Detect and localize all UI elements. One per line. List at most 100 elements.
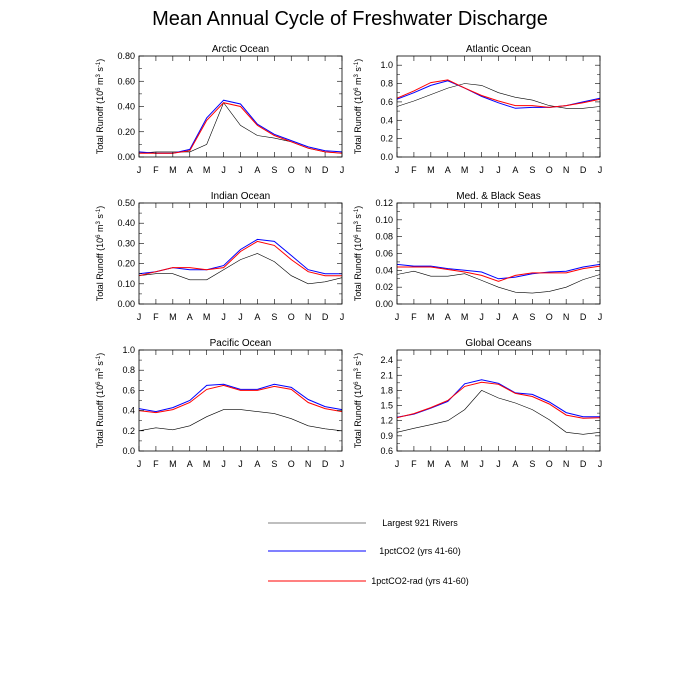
y-tick-label: 1.2 [380, 416, 393, 426]
x-tick-label: J [598, 165, 603, 175]
plot-frame [396, 202, 601, 305]
series-line [396, 83, 601, 109]
x-tick-label: M [169, 165, 177, 175]
x-tick-label: J [238, 459, 243, 469]
x-tick-label: J [221, 312, 226, 322]
y-tick-label: 0.8 [380, 79, 393, 89]
figure-title: Mean Annual Cycle of Freshwater Discharg… [152, 8, 548, 30]
legend-entry: Largest 921 Rivers [268, 518, 458, 528]
y-tick-label: 0.20 [117, 259, 135, 269]
x-tick-label: N [563, 459, 570, 469]
y-tick-label: 1.0 [122, 345, 135, 355]
x-tick-label: S [529, 459, 535, 469]
x-tick-label: J [479, 459, 484, 469]
y-tick-label: 0.0 [380, 152, 393, 162]
panel-title: Arctic Ocean [212, 44, 269, 55]
x-tick-label: M [203, 312, 211, 322]
x-tick-label: M [461, 459, 469, 469]
x-tick-label: D [322, 459, 329, 469]
series-line [138, 99, 343, 154]
x-tick-label: O [546, 459, 553, 469]
x-tick-label: N [305, 459, 312, 469]
x-tick-label: F [153, 312, 159, 322]
x-tick-label: D [322, 312, 329, 322]
y-tick-label: 0.00 [117, 152, 135, 162]
x-tick-label: O [288, 165, 295, 175]
x-tick-label: J [479, 312, 484, 322]
x-tick-label: S [271, 165, 277, 175]
x-tick-label: A [254, 312, 260, 322]
panel-title: Pacific Ocean [210, 338, 272, 349]
series-line [138, 409, 343, 432]
x-tick-label: J [137, 459, 142, 469]
x-tick-label: S [271, 459, 277, 469]
x-tick-label: D [580, 165, 587, 175]
x-tick-label: F [411, 459, 417, 469]
plot-frame [138, 202, 343, 305]
series-line [138, 253, 343, 285]
x-tick-label: M [427, 312, 435, 322]
x-tick-label: J [221, 165, 226, 175]
panel-title: Atlantic Ocean [466, 44, 531, 55]
x-tick-label: F [411, 312, 417, 322]
series-line [396, 270, 601, 294]
y-tick-label: 0.50 [117, 198, 135, 208]
x-tick-label: S [271, 312, 277, 322]
x-tick-label: J [238, 312, 243, 322]
panel-title: Med. & Black Seas [456, 191, 540, 202]
y-tick-label: 0.06 [375, 249, 393, 259]
x-tick-label: F [153, 459, 159, 469]
x-tick-label: A [187, 165, 193, 175]
x-tick-label: N [563, 312, 570, 322]
x-tick-label: O [288, 312, 295, 322]
x-tick-label: N [305, 165, 312, 175]
x-tick-label: J [395, 312, 400, 322]
x-tick-label: A [254, 459, 260, 469]
y-tick-label: 0.12 [375, 198, 393, 208]
x-tick-label: M [427, 459, 435, 469]
y-tick-label: 0.6 [380, 97, 393, 107]
x-tick-label: A [512, 459, 518, 469]
x-tick-label: M [461, 165, 469, 175]
series-line [396, 79, 601, 108]
x-tick-label: J [496, 459, 501, 469]
y-tick-label: 1.5 [380, 401, 393, 411]
y-tick-label: 2.1 [380, 370, 393, 380]
y-tick-label: 0.20 [117, 127, 135, 137]
y-axis-label: Total Runoff (106 m3 s-1) [95, 353, 105, 448]
x-tick-label: O [288, 459, 295, 469]
y-tick-label: 2.4 [380, 355, 393, 365]
x-tick-label: A [445, 165, 451, 175]
x-tick-label: J [598, 312, 603, 322]
x-tick-label: N [563, 165, 570, 175]
y-tick-label: 0.6 [122, 385, 135, 395]
x-tick-label: S [529, 312, 535, 322]
x-tick-label: N [305, 312, 312, 322]
legend-label: Largest 921 Rivers [382, 518, 458, 528]
y-tick-label: 0.60 [117, 76, 135, 86]
series-line [139, 102, 343, 154]
y-tick-label: 1.8 [380, 385, 393, 395]
x-tick-label: J [340, 459, 345, 469]
x-tick-label: A [445, 312, 451, 322]
x-tick-label: M [427, 165, 435, 175]
x-tick-label: O [546, 312, 553, 322]
x-tick-label: D [580, 312, 587, 322]
x-tick-label: A [512, 312, 518, 322]
y-tick-label: 0.8 [122, 365, 135, 375]
y-tick-label: 0.2 [122, 426, 135, 436]
x-tick-label: M [461, 312, 469, 322]
y-tick-label: 0.0 [122, 446, 135, 456]
x-tick-label: M [169, 459, 177, 469]
y-tick-label: 0.04 [375, 265, 393, 275]
x-tick-label: A [187, 459, 193, 469]
y-axis-label: Total Runoff (106 m3 s-1) [95, 59, 105, 154]
y-tick-label: 0.02 [375, 282, 393, 292]
x-tick-label: D [580, 459, 587, 469]
series-line [396, 390, 601, 435]
y-axis-label: Total Runoff (106 m3 s-1) [353, 59, 363, 154]
series-line [396, 379, 600, 418]
